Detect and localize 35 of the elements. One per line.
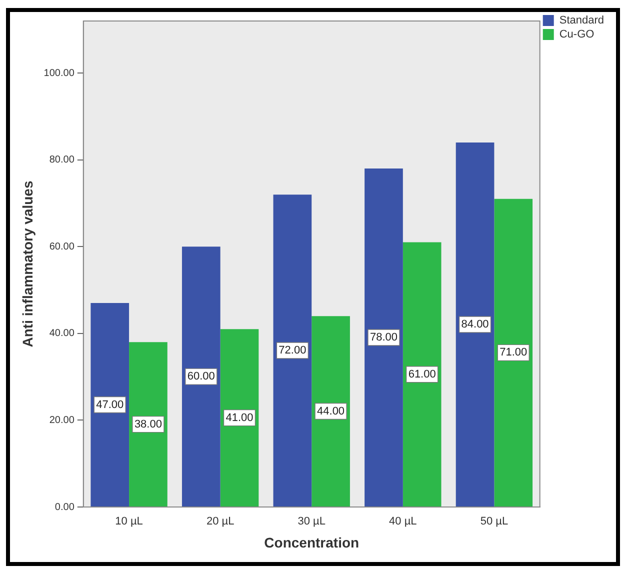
bar	[182, 246, 220, 506]
y-tick-label: 40.00	[49, 328, 75, 340]
bar	[456, 142, 494, 506]
y-axis-title: Anti inflammatory values	[19, 180, 36, 348]
legend-label: Cu-GO	[559, 28, 595, 41]
bar	[129, 342, 168, 506]
data-label: 60.00	[187, 370, 215, 383]
y-tick-label: 20.00	[49, 414, 75, 426]
x-tick-label: 40 µL	[389, 516, 417, 528]
data-label: 71.00	[500, 346, 528, 359]
data-label: 78.00	[370, 332, 398, 344]
x-tick-label: 10 µL	[115, 516, 143, 528]
x-tick-label: 50 µL	[480, 516, 508, 528]
data-label: 41.00	[226, 412, 254, 424]
x-tick-label: 30 µL	[298, 516, 326, 528]
y-tick-label: 100.00	[44, 68, 75, 79]
data-label: 47.00	[96, 398, 124, 411]
bar	[402, 242, 442, 506]
data-label: 84.00	[461, 318, 489, 331]
legend-label: Standard	[559, 14, 604, 27]
bar	[90, 303, 130, 506]
bar	[494, 198, 533, 506]
data-label: 44.00	[317, 405, 345, 418]
x-tick-label: 20 µL	[206, 516, 234, 528]
y-tick-label: 60.00	[49, 241, 75, 252]
x-axis-title: Concentration	[264, 534, 360, 550]
bar	[312, 316, 350, 506]
data-label: 38.00	[134, 418, 162, 430]
y-tick-label: 0.00	[54, 502, 75, 513]
bar	[220, 329, 259, 506]
bar	[364, 168, 403, 506]
y-tick-label: 80.00	[49, 154, 75, 166]
bar	[273, 194, 312, 506]
data-label: 72.00	[278, 344, 306, 357]
data-label: 61.00	[408, 368, 436, 380]
